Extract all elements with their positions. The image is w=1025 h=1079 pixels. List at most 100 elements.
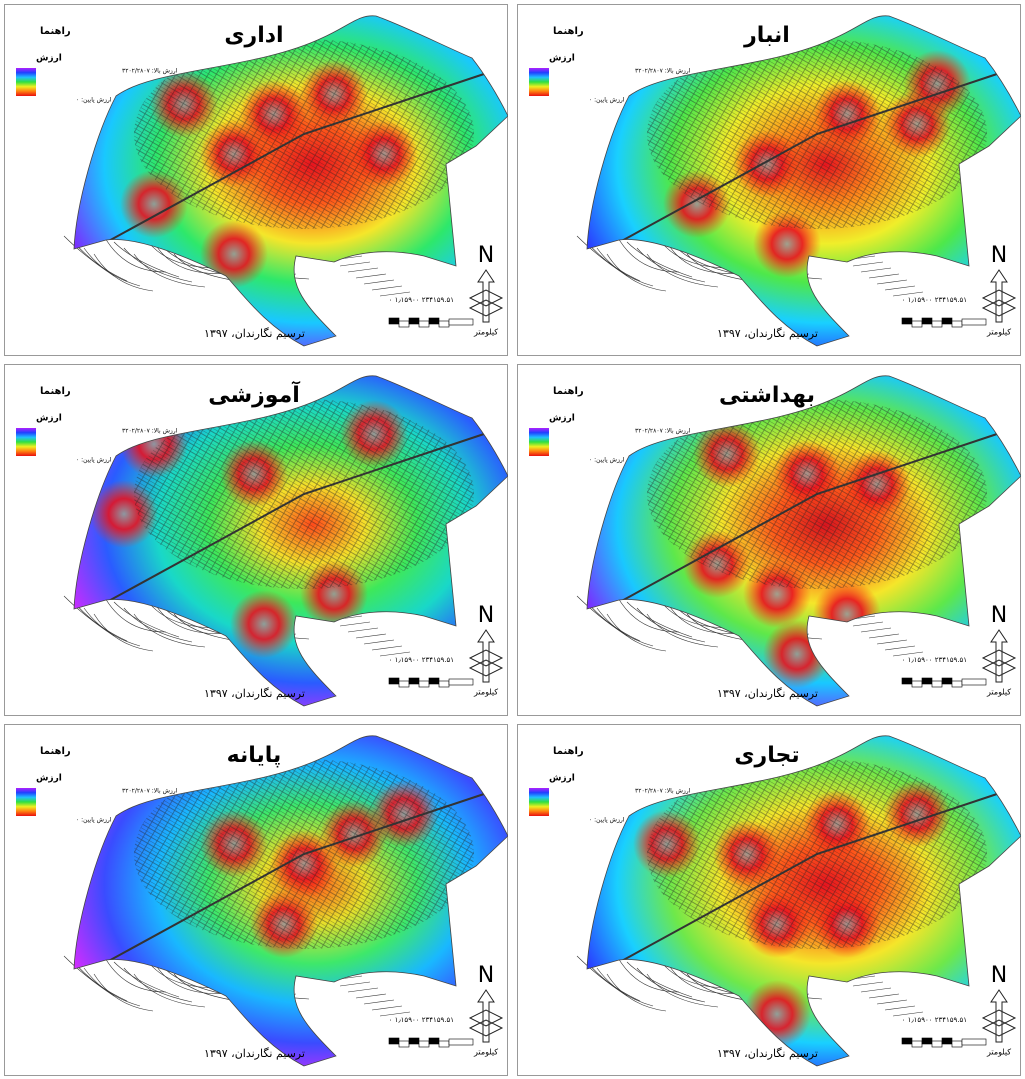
scale-segment [448, 1038, 474, 1046]
north-label: N [991, 963, 1007, 988]
hotspots [93, 759, 485, 970]
highway [606, 433, 998, 610]
legend-title: راهنما [40, 26, 71, 37]
street [646, 613, 719, 648]
north-arrow [468, 269, 504, 323]
scale-segment [448, 318, 474, 326]
street [892, 291, 924, 297]
scale-segment [941, 317, 953, 325]
legend-low: ارزش پایین: ۰ [76, 817, 112, 824]
scale-segment [438, 680, 450, 688]
panel-border [4, 724, 508, 1076]
scale-unit: کیلومتر [986, 1048, 1011, 1057]
scale-segment [951, 680, 963, 688]
street [379, 1011, 411, 1017]
legend-ramp [529, 788, 549, 816]
street [884, 285, 916, 291]
street [596, 607, 654, 647]
credit: ترسیم نگارندان، ۱۳۹۷ [204, 327, 305, 340]
scale-segment [398, 320, 410, 328]
street [892, 1011, 924, 1017]
scale-segment [438, 1040, 450, 1048]
street [576, 595, 628, 637]
scale-segment [418, 680, 430, 688]
legend-label: ارزش [36, 54, 62, 64]
street [63, 595, 115, 637]
credit: ترسیم نگارندان، ۱۳۹۷ [204, 1047, 305, 1060]
street [363, 279, 395, 285]
legend-low: ارزش پایین: ۰ [76, 97, 112, 104]
street [371, 1005, 403, 1011]
scale-segment [408, 317, 420, 325]
street [892, 651, 924, 657]
scale-unit: کیلومتر [986, 688, 1011, 697]
street [347, 627, 379, 633]
scale-unit: کیلومتر [473, 328, 498, 337]
street [355, 993, 387, 999]
legend-label: ارزش [549, 54, 575, 64]
scale-numbers: ۰ ۱٫۱۵۹۰۰ ۲۳۴۱۵۹.۵۱ [902, 1016, 967, 1024]
scale-segment [961, 678, 987, 686]
street [876, 279, 908, 285]
scale-segment [911, 680, 923, 688]
panel-border [4, 4, 508, 356]
street [371, 285, 403, 291]
map-outline [73, 15, 508, 347]
scale-numbers: ۰ ۱٫۱۵۹۰۰ ۲۳۴۱۵۹.۵۱ [902, 296, 967, 304]
scale-segment [921, 317, 933, 325]
street [596, 967, 654, 1007]
legend-ramp [16, 428, 36, 456]
north-arrow [981, 629, 1017, 683]
north-arrow [468, 989, 504, 1043]
hotspot [200, 220, 268, 288]
street [884, 645, 916, 651]
legend-label: ارزش [549, 414, 575, 424]
scale-segment [388, 677, 400, 685]
hotspots [93, 39, 485, 288]
north-label: N [991, 603, 1007, 628]
hotspots [90, 399, 485, 658]
legend-ramp [529, 428, 549, 456]
scale-segment [921, 677, 933, 685]
street [113, 961, 180, 998]
legend-high: ارزش بالا: ۳۲۰۲/۲۸۰۷ [122, 68, 178, 75]
map-panel: آموزشی راهنما ارزش ارزش بالا: ۳۲۰۲/۲۸۰۷ ارزش… [4, 364, 508, 716]
street [355, 273, 387, 279]
scale-unit: کیلومتر [473, 1048, 498, 1057]
hotspots [606, 759, 998, 1048]
street [153, 601, 232, 634]
scale-segment [901, 1037, 913, 1045]
street [113, 601, 180, 638]
scale-segment [428, 677, 440, 685]
scale-segment [428, 1037, 440, 1045]
street [606, 613, 667, 652]
highway [93, 73, 485, 250]
legend-low: ارزش پایین: ۰ [589, 457, 625, 464]
scale-segment [911, 1040, 923, 1048]
credit: ترسیم نگارندان، ۱۳۹۷ [717, 327, 818, 340]
legend-high: ارزش بالا: ۳۲۰۲/۲۸۰۷ [635, 428, 691, 435]
street [379, 291, 411, 297]
scale-segment [418, 320, 430, 328]
street [83, 967, 141, 1007]
legend-title: راهنما [553, 386, 584, 397]
map-title: پایانه [227, 743, 282, 768]
street [153, 241, 232, 274]
street [363, 639, 395, 645]
street [73, 961, 128, 1002]
scale-segment [438, 320, 450, 328]
scale-segment [911, 320, 923, 328]
legend-low: ارزش پایین: ۰ [589, 97, 625, 104]
street [93, 253, 154, 292]
street [626, 241, 693, 278]
street [73, 601, 128, 642]
street [371, 645, 403, 651]
scale-segment [428, 317, 440, 325]
street [123, 967, 193, 1003]
street [860, 627, 892, 633]
map-title: انبار [743, 23, 790, 48]
street [83, 607, 141, 647]
map-title: تجاری [734, 743, 799, 768]
scale-segment [418, 1040, 430, 1048]
